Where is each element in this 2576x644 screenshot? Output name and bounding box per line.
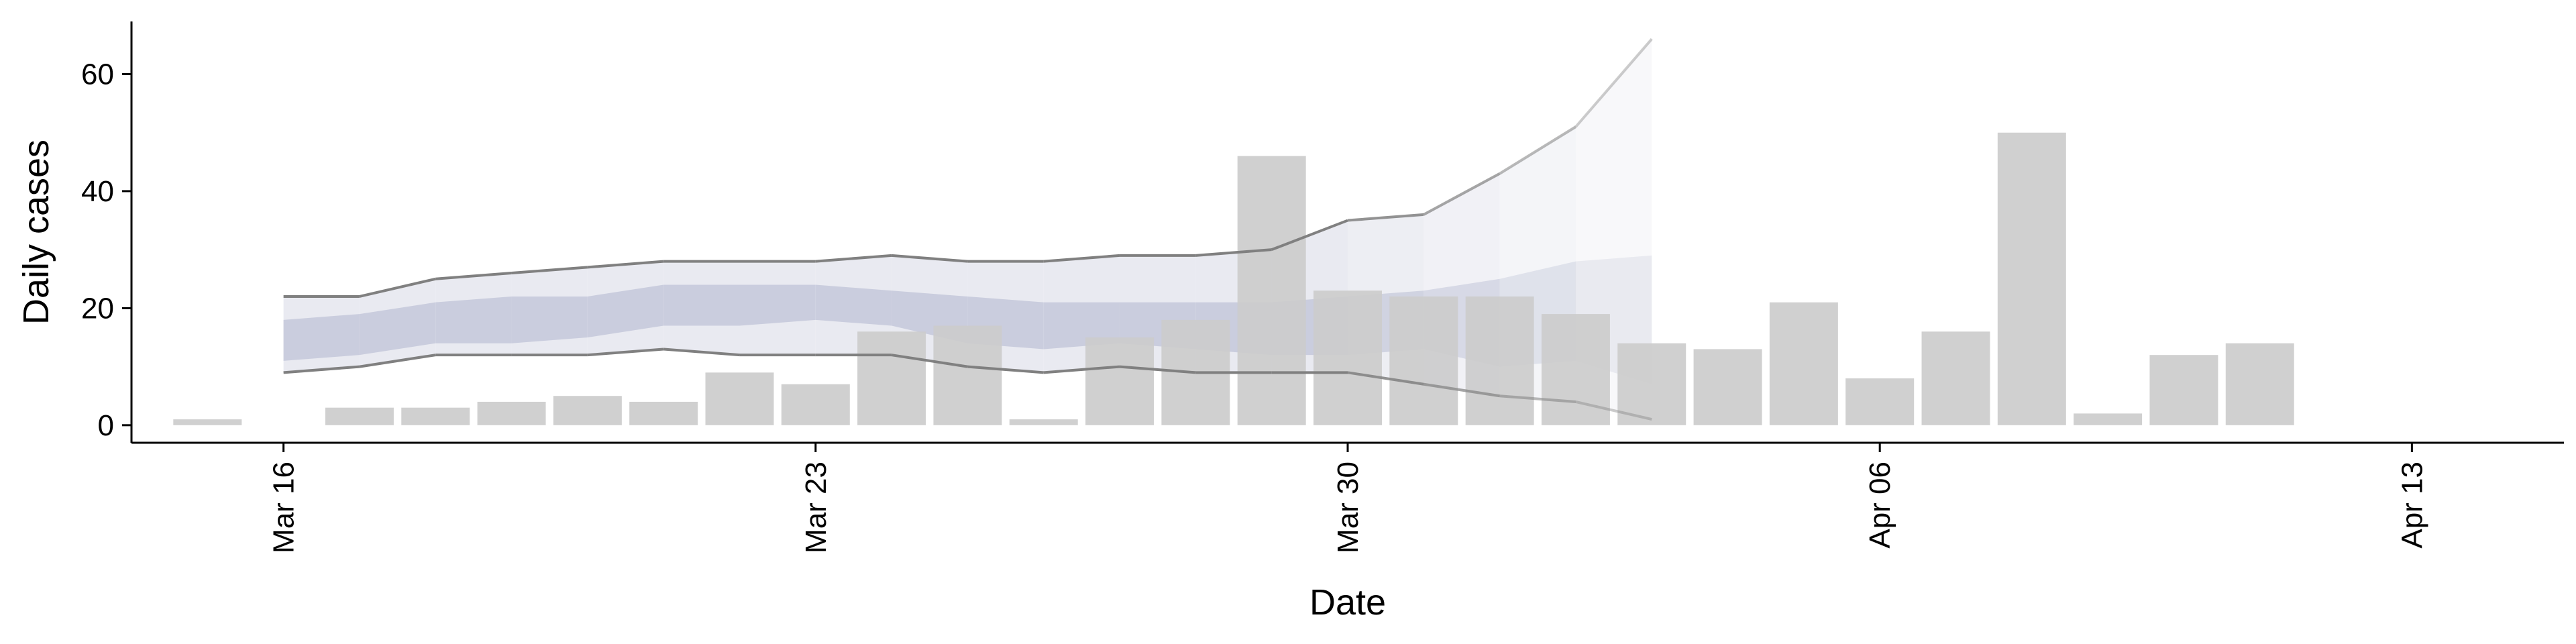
upper-interval-line <box>1423 172 1501 216</box>
lower-interval-line <box>663 347 740 357</box>
upper-interval-line <box>1347 213 1424 222</box>
bar <box>173 419 242 425</box>
bar <box>1921 331 1990 425</box>
bar <box>1541 314 1610 425</box>
x-tick-label: Apr 06 <box>1864 462 1896 549</box>
upper-interval-line <box>1499 125 1576 175</box>
y-axis-title: Daily cases <box>16 140 56 325</box>
bar <box>781 384 850 425</box>
upper-interval-line <box>815 254 892 263</box>
forecast-interval-lines <box>283 38 1653 421</box>
lower-interval-line <box>587 347 664 357</box>
forecast-band-inner <box>359 302 436 356</box>
y-tick-label: 40 <box>81 175 114 208</box>
y-tick-label: 20 <box>81 292 114 325</box>
x-tick-label: Mar 16 <box>268 462 301 553</box>
forecast-band-inner <box>663 284 740 326</box>
bar <box>1617 343 1686 425</box>
bar <box>2149 355 2218 425</box>
lower-interval-line <box>891 354 968 368</box>
upper-interval-line <box>1195 248 1272 257</box>
bar <box>1389 296 1458 425</box>
lower-interval-line <box>1119 365 1196 374</box>
forecast-band-inner <box>435 296 512 343</box>
bar <box>325 407 394 425</box>
upper-interval-line <box>1574 38 1653 128</box>
y-tick-label: 0 <box>98 409 114 442</box>
y-ticks: 0 20 40 60 <box>81 58 131 442</box>
bar <box>1693 349 1762 425</box>
lower-interval-line <box>1424 382 1500 398</box>
forecast-band-inner <box>587 284 664 337</box>
x-tick-label: Apr 13 <box>2396 462 2428 549</box>
bar <box>1009 419 1078 425</box>
lower-interval-line <box>1347 371 1424 386</box>
upper-interval-line <box>1271 219 1348 252</box>
bar <box>2225 343 2294 425</box>
lower-interval-line <box>359 354 436 368</box>
lower-interval-line <box>967 365 1044 374</box>
bar <box>1845 378 1915 425</box>
x-tick-label: Mar 23 <box>800 462 833 553</box>
bar <box>1769 302 1838 425</box>
upper-interval-line <box>1043 254 1120 263</box>
lower-interval-line <box>1043 365 1120 374</box>
bar <box>1085 337 1155 425</box>
bar <box>1237 156 1306 425</box>
forecast-band-inner <box>739 284 816 326</box>
lower-interval-line <box>1575 400 1652 421</box>
upper-interval-line <box>435 272 512 280</box>
bar <box>553 396 622 425</box>
upper-interval-line <box>359 277 436 298</box>
bar <box>1313 290 1382 425</box>
bar <box>933 325 1002 425</box>
y-tick-label: 60 <box>81 58 114 91</box>
lower-interval-line <box>1499 394 1576 403</box>
bar <box>1465 296 1534 425</box>
upper-interval-line <box>511 266 588 275</box>
bar <box>857 331 926 425</box>
bar <box>705 372 774 425</box>
lower-interval-line <box>283 365 360 374</box>
bar <box>477 401 546 425</box>
bar <box>401 407 470 425</box>
bar <box>2074 413 2143 425</box>
x-ticks: Mar 16 Mar 23 Mar 30 Apr 06 Apr 13 <box>268 443 2428 553</box>
forecast-band-inner <box>815 284 892 326</box>
upper-interval-line <box>587 260 664 269</box>
bar <box>1997 132 2066 425</box>
bar <box>629 401 698 425</box>
forecast-band-inner <box>511 296 588 343</box>
forecast-band-inner <box>283 314 360 361</box>
x-tick-label: Mar 30 <box>1332 462 1364 553</box>
x-axis-title: Date <box>1309 582 1386 623</box>
bars <box>173 132 2294 425</box>
upper-interval-line <box>891 254 968 263</box>
